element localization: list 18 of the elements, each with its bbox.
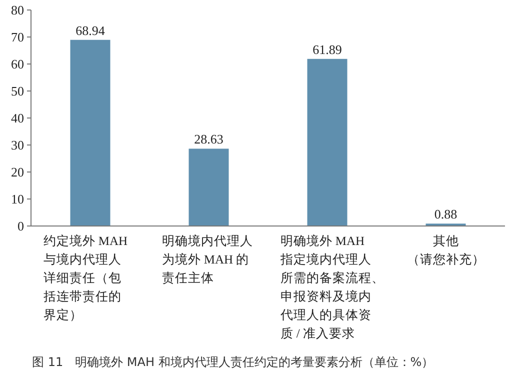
y-tick-label: 50 xyxy=(11,84,24,98)
y-tick-label: 70 xyxy=(11,30,24,44)
data-label: 0.88 xyxy=(434,206,458,222)
data-label: 68.94 xyxy=(76,22,106,38)
data-label: 28.63 xyxy=(194,132,224,147)
y-tick-label: 0 xyxy=(18,218,24,234)
data-label: 61.89 xyxy=(312,42,342,57)
caption: 图 11 明确境外 MAH 和境内代理人责任约定的考量要素分析（单位：%） xyxy=(32,355,434,369)
y-tick-label: 60 xyxy=(11,56,24,72)
x-tick-label: 约定境外 MAH与境内代理人详细责任（包括连带责任的界定） xyxy=(43,233,128,322)
y-tick-label: 80 xyxy=(11,2,24,18)
y-tick-label: 30 xyxy=(11,138,24,152)
y-tick-label: 40 xyxy=(11,110,24,126)
x-tick-label: 其他（请您补充） xyxy=(406,234,485,266)
x-tick-label: 明确境外 MAH指定境内代理人所需的备案流程、申报资料及境内代理人的具体资质 / 准入要求 xyxy=(279,233,384,340)
y-tick-label: 20 xyxy=(11,164,24,180)
y-tick-label: 10 xyxy=(11,192,24,206)
x-tick-label: 明确境内代理人为境外 MAH 的责任主体 xyxy=(162,233,253,285)
